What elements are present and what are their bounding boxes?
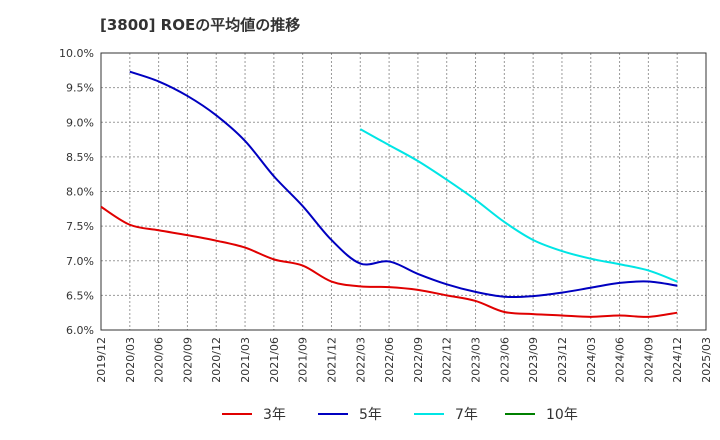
legend-label-4[interactable]: 10年	[546, 407, 578, 423]
plot-area	[100, 52, 707, 331]
x-tick-label: 2023/09	[527, 337, 540, 383]
legend-label-2[interactable]: 5年	[359, 407, 382, 423]
chart-title: [3800] ROEの平均値の推移	[100, 16, 300, 34]
x-tick-label: 2025/03	[700, 337, 713, 383]
x-tick-label: 2023/06	[498, 337, 511, 383]
y-tick-label: 9.0%	[66, 116, 94, 129]
x-tick-label: 2020/06	[153, 337, 166, 383]
x-tick-label: 2022/12	[441, 337, 454, 383]
y-tick-label: 6.5%	[66, 289, 94, 302]
x-tick-label: 2022/03	[354, 337, 367, 383]
x-tick-label: 2021/12	[325, 337, 338, 383]
y-tick-label: 8.5%	[66, 151, 94, 164]
series-lines	[100, 70, 678, 318]
x-axis-ticks: 2019/12 2020/03 2020/06 2020/09 2020/12 2021/…	[95, 337, 713, 383]
x-tick-label: 2024/09	[642, 337, 655, 383]
x-tick-label: 2024/12	[671, 337, 684, 383]
x-tick-label: 2020/12	[210, 337, 223, 383]
legend-label-3[interactable]: 7年	[455, 407, 478, 423]
x-tick-label: 2020/09	[181, 337, 194, 383]
x-tick-label: 2021/03	[239, 337, 252, 383]
x-tick-label: 2022/09	[412, 337, 425, 383]
series-line-3	[359, 128, 678, 283]
series-line-2	[129, 70, 678, 299]
x-tick-label: 2023/03	[470, 337, 483, 383]
y-tick-label: 9.5%	[66, 82, 94, 95]
y-axis-ticks: 6.0% 6.5% 7.0% 7.5% 8.0% 8.5% 9.0% 9.5% 10.0%	[59, 47, 94, 337]
y-tick-label: 8.0%	[66, 186, 94, 199]
series-line-1	[100, 205, 678, 318]
x-tick-label: 2022/06	[383, 337, 396, 383]
legend[interactable]: 3年 5年 7年 10年	[222, 407, 578, 423]
x-tick-label: 2019/12	[95, 337, 108, 383]
y-tick-label: 7.5%	[66, 220, 94, 233]
x-tick-label: 2021/09	[297, 337, 310, 383]
x-tick-label: 2021/06	[268, 337, 281, 383]
x-tick-label: 2020/03	[124, 337, 137, 383]
x-tick-label: 2024/03	[585, 337, 598, 383]
x-tick-label: 2024/06	[614, 337, 627, 383]
plot-border	[100, 52, 707, 331]
y-tick-label: 6.0%	[66, 324, 94, 337]
legend-label-1[interactable]: 3年	[263, 407, 286, 423]
x-tick-label: 2023/12	[556, 337, 569, 383]
y-tick-label: 7.0%	[66, 255, 94, 268]
y-tick-label: 10.0%	[59, 47, 94, 60]
